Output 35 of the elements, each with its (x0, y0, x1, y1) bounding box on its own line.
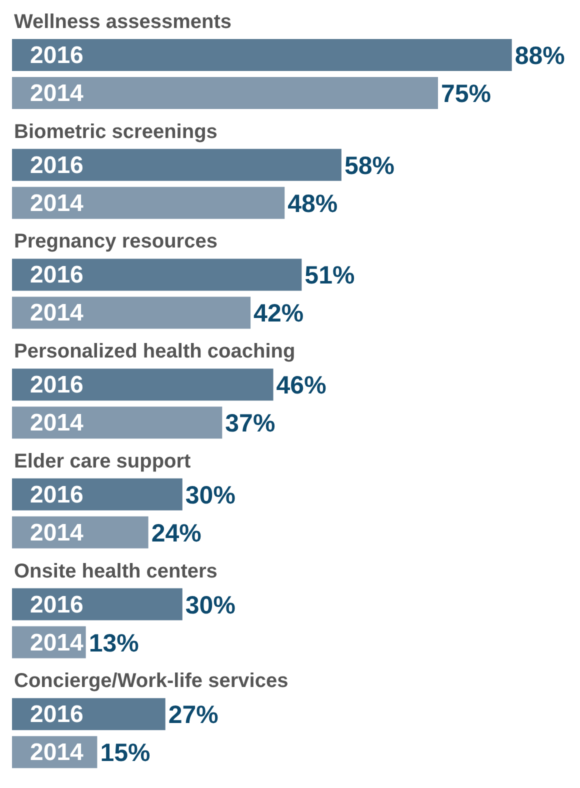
series-label: 2016 (30, 42, 84, 69)
y-tick-label: Elder care support (14, 450, 192, 472)
series-label: 2014 (30, 80, 84, 107)
y-tick-label: Pregnancy resources (14, 230, 218, 253)
text: 2016 (30, 481, 84, 508)
data-label: 58% (344, 152, 394, 180)
text: 2014 (30, 519, 84, 546)
y-tick-label: Wellness assessments (14, 11, 232, 33)
text: 2016 (30, 152, 84, 179)
text: 2016 (30, 262, 84, 289)
data-label: 30% (185, 481, 236, 510)
data-label: 75% (441, 80, 492, 108)
data-label: 15% (100, 739, 150, 768)
text: 2016 (30, 372, 84, 399)
data-label: 46% (276, 372, 326, 400)
text: 2014 (30, 739, 84, 766)
y-tick-label: Concierge/Work-life services (14, 670, 288, 692)
data-label: 30% (185, 591, 236, 620)
text: 2016 (30, 701, 84, 728)
data-label: 13% (88, 629, 139, 658)
y-tick-label: Biometric screenings (14, 120, 218, 143)
data-label: 37% (225, 410, 276, 438)
y-tick-label: Onsite health centers (14, 560, 218, 582)
text: 2014 (30, 629, 84, 656)
text: 2014 (30, 190, 84, 217)
data-label: 88% (514, 42, 565, 70)
y-tick-label: Personalized health coaching (14, 340, 296, 363)
data-label: 24% (151, 519, 202, 548)
text: 2014 (30, 300, 84, 327)
data-label: 42% (254, 300, 304, 328)
text: 2016 (30, 591, 84, 618)
text: 2014 (30, 410, 84, 437)
data-label: 51% (304, 262, 355, 290)
data-label: 27% (168, 701, 218, 730)
data-label: 48% (288, 190, 338, 218)
